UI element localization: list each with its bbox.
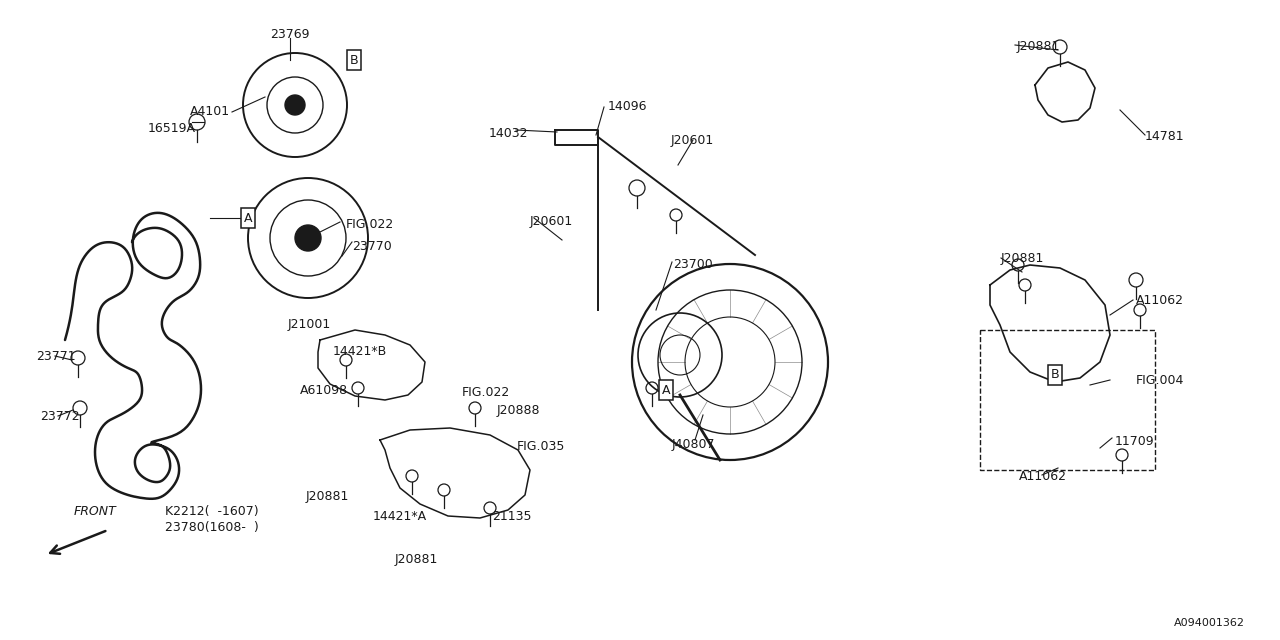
- Text: B: B: [349, 54, 358, 67]
- Text: 11709: 11709: [1115, 435, 1155, 448]
- Text: FIG.004: FIG.004: [1137, 374, 1184, 387]
- Text: 14781: 14781: [1146, 130, 1184, 143]
- Text: J20881: J20881: [306, 490, 348, 503]
- Text: 14421*B: 14421*B: [333, 345, 387, 358]
- Text: J20881: J20881: [394, 553, 438, 566]
- Circle shape: [294, 225, 321, 251]
- Text: 23770: 23770: [352, 240, 392, 253]
- Text: 16519A: 16519A: [148, 122, 196, 135]
- Text: J20881: J20881: [1018, 40, 1060, 53]
- Circle shape: [285, 95, 305, 115]
- Text: 21135: 21135: [493, 510, 531, 523]
- Text: J20601: J20601: [671, 134, 714, 147]
- Text: 23771: 23771: [36, 350, 76, 363]
- Text: A11062: A11062: [1019, 470, 1068, 483]
- Text: 14032: 14032: [488, 127, 527, 140]
- Text: FIG.022: FIG.022: [462, 386, 511, 399]
- Text: 23780(1608-  ): 23780(1608- ): [165, 521, 259, 534]
- Text: J20601: J20601: [530, 215, 573, 228]
- Text: FIG.022: FIG.022: [346, 218, 394, 231]
- Text: 23700: 23700: [673, 258, 713, 271]
- Text: A094001362: A094001362: [1174, 618, 1245, 628]
- Text: 23772: 23772: [40, 410, 79, 423]
- Text: FRONT: FRONT: [74, 505, 116, 518]
- Text: K2212(  -1607): K2212( -1607): [165, 505, 259, 518]
- Text: B: B: [1051, 369, 1060, 381]
- Text: A4101: A4101: [189, 105, 230, 118]
- Text: 14421*A: 14421*A: [372, 510, 428, 523]
- Text: A61098: A61098: [300, 384, 348, 397]
- Text: J20881: J20881: [1001, 252, 1044, 265]
- Text: FIG.035: FIG.035: [517, 440, 566, 453]
- Bar: [980, 330, 1155, 470]
- Text: A11062: A11062: [1137, 294, 1184, 307]
- Text: A: A: [662, 383, 671, 397]
- Text: 14096: 14096: [608, 100, 648, 113]
- Text: A: A: [243, 211, 252, 225]
- Text: J21001: J21001: [288, 318, 330, 331]
- Text: J40807: J40807: [671, 438, 714, 451]
- Text: J20888: J20888: [497, 404, 540, 417]
- Text: 23769: 23769: [270, 28, 310, 41]
